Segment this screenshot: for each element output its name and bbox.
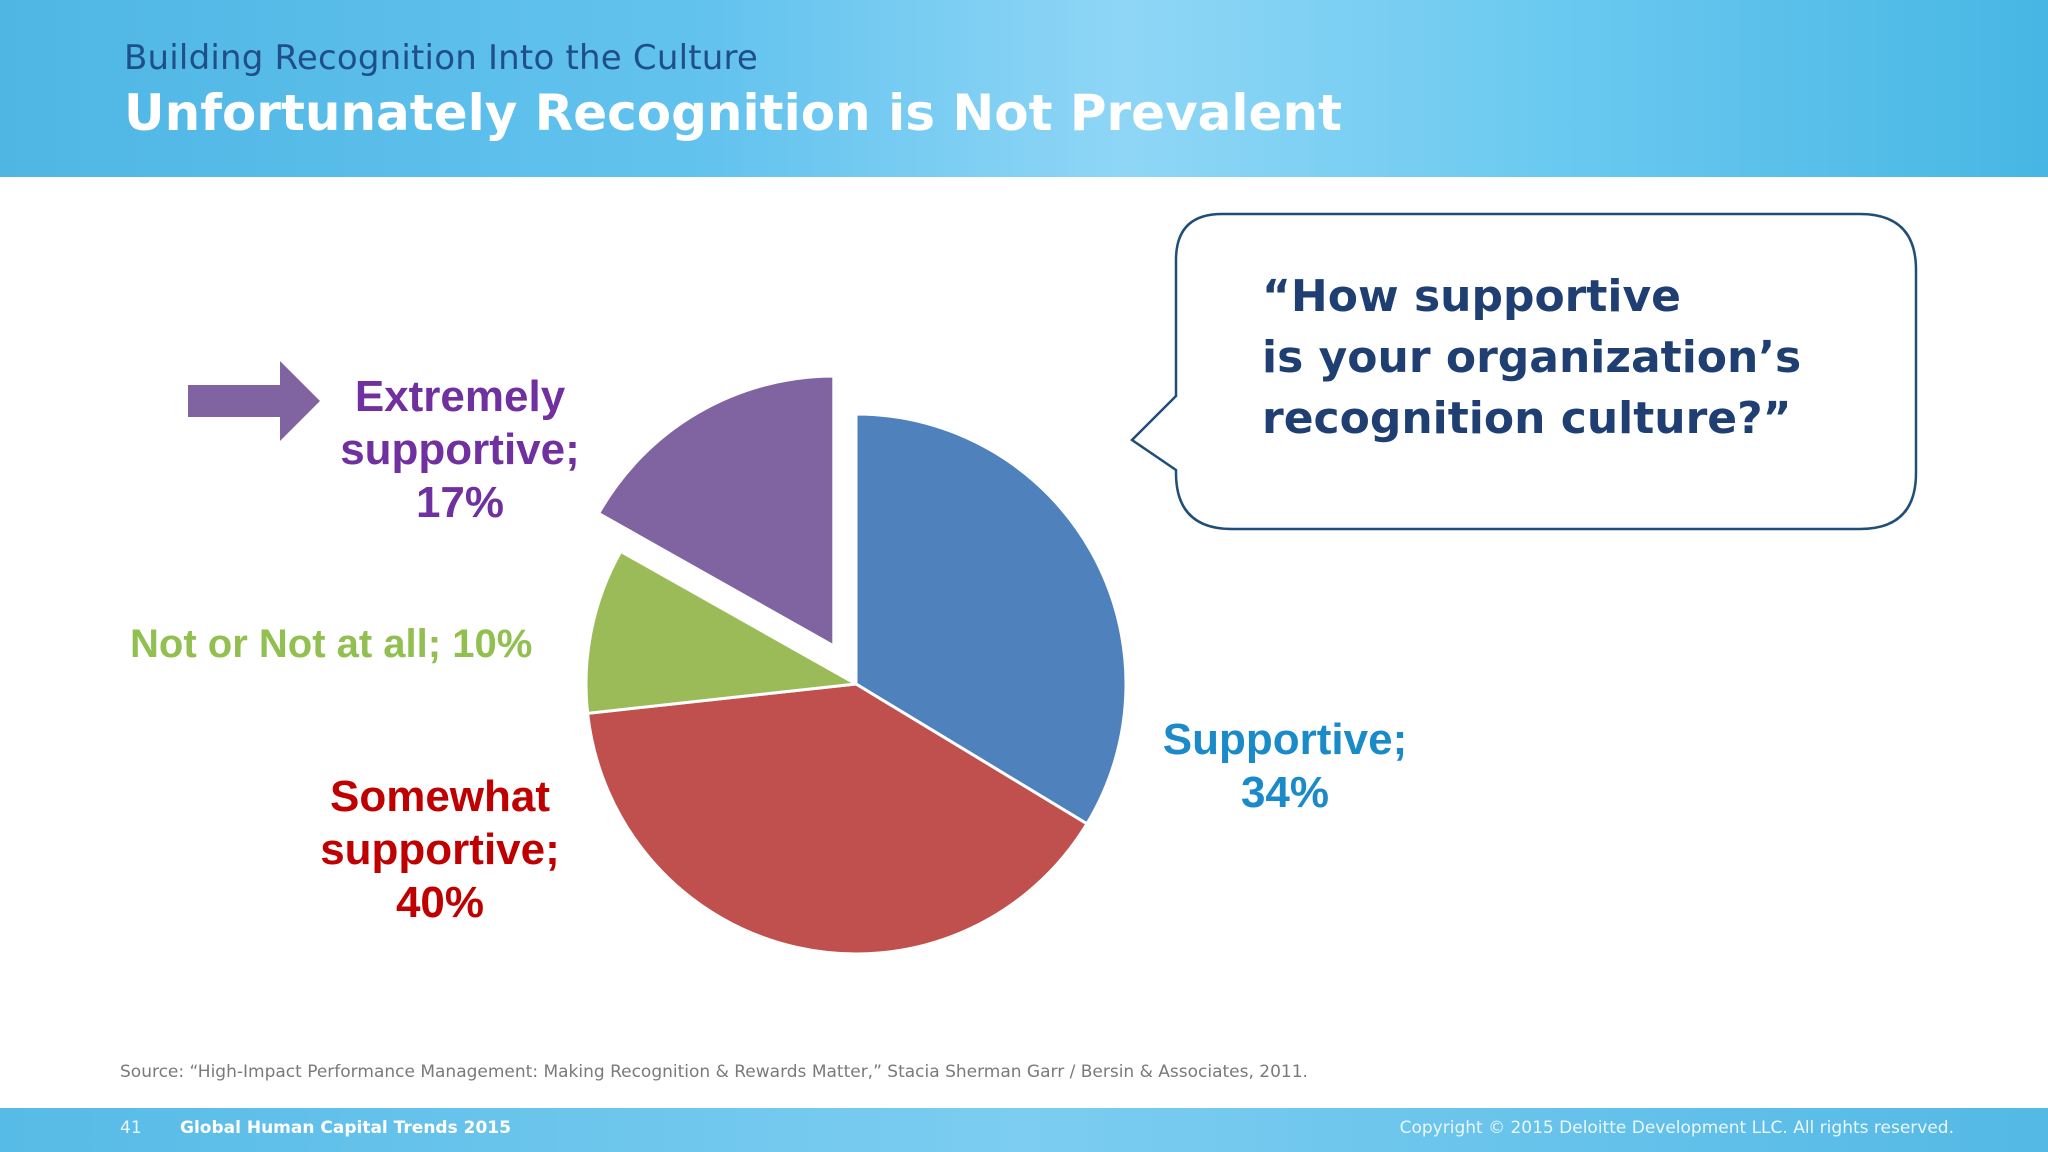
label-not-at-all: Not or Not at all; 10%	[130, 620, 560, 668]
callout-question: “How supportive is your organization’s r…	[1262, 266, 1902, 449]
callout-line-1: “How supportive	[1262, 271, 1682, 322]
pie-slice-not-or-not-at-all	[584, 549, 861, 715]
label-extremely-line-1: Extremely	[354, 372, 566, 421]
callout-line-3: recognition culture?”	[1262, 393, 1792, 444]
label-somewhat-line-2: supportive;	[320, 825, 560, 874]
label-somewhat-line-3: 40%	[395, 878, 485, 927]
header-banner: Building Recognition Into the Culture Un…	[0, 0, 2048, 177]
pie-slice-somewhat-supportive	[585, 682, 1090, 956]
label-not-line-1: Not or Not at all; 10%	[130, 622, 533, 666]
page-number: 41	[120, 1118, 142, 1138]
label-supportive: Supportive; 34%	[1140, 713, 1430, 819]
document-title: Global Human Capital Trends 2015	[180, 1118, 511, 1138]
highlight-arrow	[188, 361, 320, 441]
pie-slice-supportive	[854, 412, 1128, 826]
label-somewhat-line-1: Somewhat	[329, 772, 551, 821]
pie-slice-extremely-supportive	[596, 374, 836, 649]
footer-bar: 41 Global Human Capital Trends 2015 Copy…	[0, 1108, 2048, 1152]
copyright-notice: Copyright © 2015 Deloitte Development LL…	[1399, 1118, 1954, 1138]
pie-chart	[584, 374, 1128, 956]
callout-line-2: is your organization’s	[1262, 332, 1802, 383]
label-extremely-line-2: supportive;	[340, 425, 580, 474]
label-somewhat-supportive: Somewhat supportive; 40%	[300, 770, 580, 929]
label-extremely-line-3: 17%	[415, 478, 505, 527]
section-subtitle: Building Recognition Into the Culture	[124, 38, 759, 78]
speech-bubble-outline	[1130, 212, 1918, 531]
arrow-icon	[188, 361, 320, 441]
label-supportive-line-2: 34%	[1240, 768, 1330, 817]
label-supportive-line-1: Supportive;	[1162, 715, 1408, 764]
speech-bubble	[1130, 212, 1918, 531]
label-extremely-supportive: Extremely supportive; 17%	[320, 370, 600, 529]
source-citation: Source: “High-Impact Performance Managem…	[120, 1062, 1308, 1082]
page-title: Unfortunately Recognition is Not Prevale…	[124, 84, 1342, 142]
